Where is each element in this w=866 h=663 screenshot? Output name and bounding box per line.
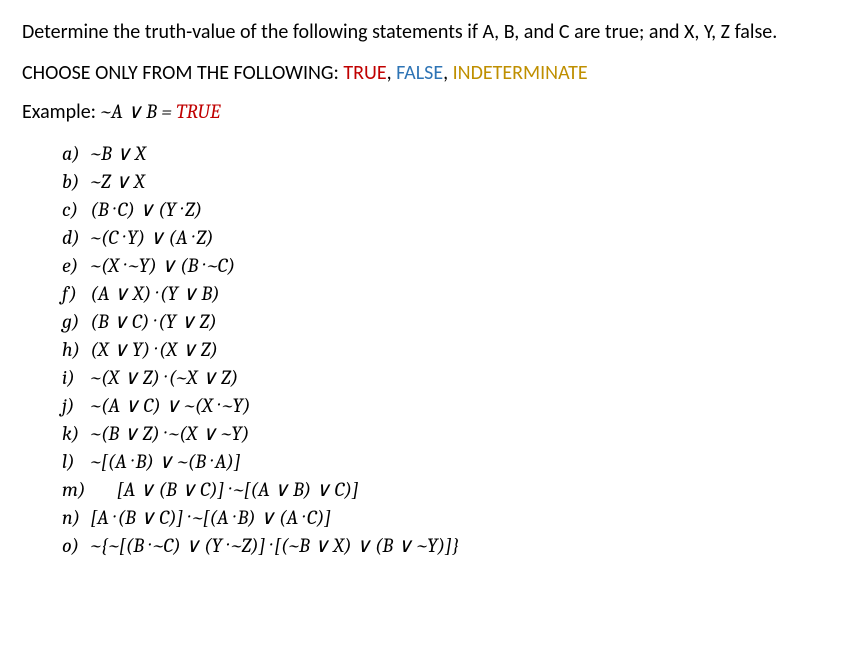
item-label: e) bbox=[62, 252, 86, 280]
item-row: m) [A ∨ (B ∨ C)] · ~[(A ∨ B) ∨ C)] bbox=[62, 476, 844, 504]
item-label: m) bbox=[62, 476, 86, 504]
item-expression: ~(X · ~Y) ∨ (B · ~C) bbox=[86, 254, 235, 277]
item-label: d) bbox=[62, 224, 86, 252]
item-expression: ~(B ∨ Z) · ~(X ∨ ~Y) bbox=[86, 422, 249, 445]
item-expression: ~[(A · B) ∨ ~(B · A)] bbox=[86, 450, 241, 473]
item-expression: (A ∨ X) · (Y ∨ B) bbox=[86, 282, 220, 305]
choice-sep-1: , bbox=[387, 61, 397, 85]
item-row: g) (B ∨ C) · (Y ∨ Z) bbox=[62, 308, 844, 336]
item-label: c) bbox=[62, 196, 86, 224]
item-label: j) bbox=[62, 392, 86, 420]
item-row: i) ~(X ∨ Z) · (~X ∨ Z) bbox=[62, 364, 844, 392]
item-expression: ~(X ∨ Z) · (~X ∨ Z) bbox=[86, 366, 238, 389]
item-label: i) bbox=[62, 364, 86, 392]
item-expression: ~B ∨ X bbox=[86, 142, 146, 165]
item-row: l) ~[(A · B) ∨ ~(B · A)] bbox=[62, 448, 844, 476]
item-label: f) bbox=[62, 280, 86, 308]
item-label: k) bbox=[62, 420, 86, 448]
item-row: d) ~(C · Y) ∨ (A · Z) bbox=[62, 224, 844, 252]
item-label: l) bbox=[62, 448, 86, 476]
item-row: n) [A · (B ∨ C)] · ~[(A · B) ∨ (A · C)] bbox=[62, 504, 844, 532]
item-row: f) (A ∨ X) · (Y ∨ B) bbox=[62, 280, 844, 308]
items-list: a) ~B ∨ Xb) ~Z ∨ Xc) (B · C) ∨ (Y · Z)d)… bbox=[22, 140, 844, 560]
example-line: Example: ~A ∨ B = TRUE bbox=[22, 99, 844, 124]
item-row: e) ~(X · ~Y) ∨ (B · ~C) bbox=[62, 252, 844, 280]
item-expression: (X ∨ Y) · (X ∨ Z) bbox=[86, 338, 218, 361]
example-expr: ~A ∨ B = bbox=[101, 100, 177, 123]
choose-prefix: CHOOSE ONLY FROM THE FOLLOWING: bbox=[22, 61, 343, 85]
item-label: g) bbox=[62, 308, 86, 336]
intro-text: Determine the truth-value of the followi… bbox=[22, 18, 844, 47]
item-expression: ~(A ∨ C) ∨ ~(X · ~Y) bbox=[86, 394, 250, 417]
item-label: a) bbox=[62, 140, 86, 168]
item-row: k) ~(B ∨ Z) · ~(X ∨ ~Y) bbox=[62, 420, 844, 448]
item-row: c) (B · C) ∨ (Y · Z) bbox=[62, 196, 844, 224]
choice-true: TRUE bbox=[343, 61, 386, 85]
item-expression: ~(C · Y) ∨ (A · Z) bbox=[86, 226, 214, 249]
choice-false: FALSE bbox=[396, 61, 443, 85]
item-expression: [A ∨ (B ∨ C)] · ~[(A ∨ B) ∨ C)] bbox=[86, 478, 359, 501]
item-expression: ~{~[(B · ~C) ∨ (Y · ~Z)] · [(~B ∨ X) ∨ (… bbox=[86, 534, 459, 557]
choose-line: CHOOSE ONLY FROM THE FOLLOWING: TRUE, FA… bbox=[22, 61, 844, 85]
item-row: h) (X ∨ Y) · (X ∨ Z) bbox=[62, 336, 844, 364]
item-row: a) ~B ∨ X bbox=[62, 140, 844, 168]
item-expression: ~Z ∨ X bbox=[86, 170, 145, 193]
item-label: o) bbox=[62, 532, 86, 560]
choice-indeterminate: INDETERMINATE bbox=[453, 61, 588, 85]
item-label: h) bbox=[62, 336, 86, 364]
item-row: o) ~{~[(B · ~C) ∨ (Y · ~Z)] · [(~B ∨ X) … bbox=[62, 532, 844, 560]
item-expression: [A · (B ∨ C)] · ~[(A · B) ∨ (A · C)] bbox=[86, 506, 331, 529]
item-label: b) bbox=[62, 168, 86, 196]
item-expression: (B · C) ∨ (Y · Z) bbox=[86, 198, 202, 221]
example-label: Example: bbox=[22, 100, 101, 124]
item-label: n) bbox=[62, 504, 86, 532]
example-answer: TRUE bbox=[176, 100, 220, 123]
item-row: j) ~(A ∨ C) ∨ ~(X · ~Y) bbox=[62, 392, 844, 420]
item-row: b) ~Z ∨ X bbox=[62, 168, 844, 196]
choice-sep-2: , bbox=[443, 61, 453, 85]
item-expression: (B ∨ C) · (Y ∨ Z) bbox=[86, 310, 217, 333]
